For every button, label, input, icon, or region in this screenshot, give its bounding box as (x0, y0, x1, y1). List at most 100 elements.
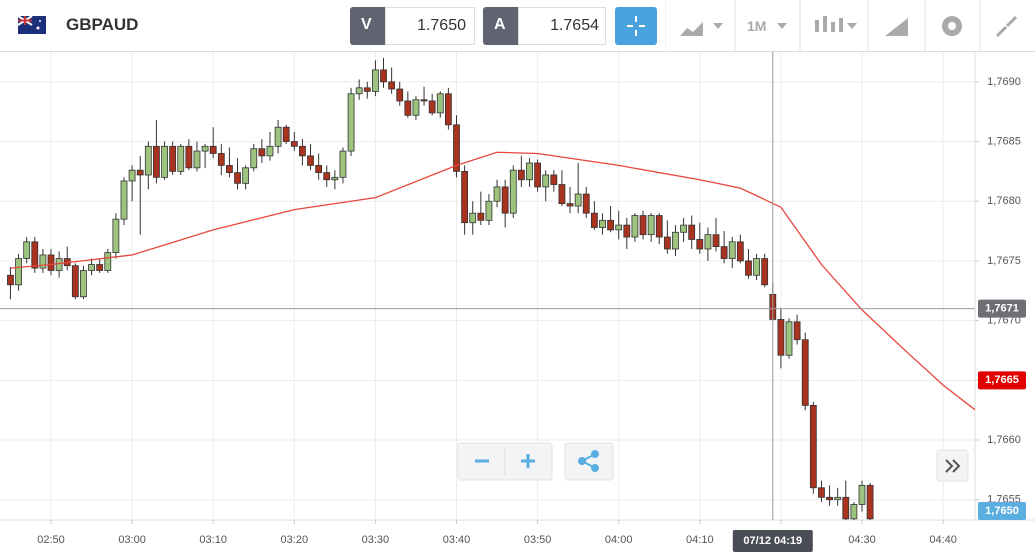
x-tick-label: 04:00 (605, 534, 633, 546)
y-tick-label: 1,7660 (987, 434, 1021, 446)
candle-body (534, 162, 541, 188)
candle-body (120, 180, 128, 220)
candle-body (745, 260, 752, 276)
x-tick-label: 04:10 (686, 534, 714, 546)
candle-body (290, 141, 298, 147)
bid-button[interactable]: V (350, 7, 385, 45)
candle-body (858, 484, 866, 505)
candle-body (728, 241, 736, 259)
candle-body (526, 162, 533, 181)
candle-body (436, 93, 444, 114)
candle-body (412, 99, 420, 116)
candle-body (388, 81, 396, 90)
candle-body (307, 155, 314, 166)
candle-body (777, 319, 785, 356)
candle-body (688, 224, 696, 240)
symbol: GBPAUD (66, 15, 139, 34)
ask-button[interactable]: A (483, 7, 518, 45)
chart: 1,76551,76601,76651,76701,76751,76801,76… (0, 52, 1035, 552)
bid-price: 1.7650 (417, 17, 466, 34)
candle-body (282, 126, 290, 142)
candle-body (80, 270, 87, 298)
candle-body (623, 224, 631, 238)
candle-body (209, 145, 217, 154)
candle-body (761, 258, 769, 286)
candle-body (177, 145, 185, 172)
candle-body (169, 145, 177, 172)
candle-body (185, 145, 193, 169)
candle-body (420, 99, 428, 102)
candle-body (144, 145, 152, 176)
candle-body (404, 100, 412, 116)
candle-body (672, 231, 679, 250)
candle-body (274, 126, 282, 147)
toolbar: GBPAUD V 1.7650 A 1.7654 1M (0, 0, 1035, 52)
candle-body (112, 218, 120, 253)
candle-body (509, 169, 517, 214)
candle-body (347, 93, 355, 152)
x-tick-label: 04:40 (929, 534, 957, 546)
candle-body (428, 100, 436, 114)
price-tag (978, 299, 1026, 318)
candle-body (599, 219, 606, 228)
timeframe[interactable]: 1M (747, 18, 767, 34)
candle-body (217, 153, 225, 166)
candle-body (396, 88, 404, 102)
bid-field: 1.7650 (385, 7, 475, 45)
candle-body (323, 172, 331, 181)
crosshair-button[interactable] (615, 7, 657, 45)
candle-body (234, 172, 241, 184)
candle-body (753, 258, 760, 276)
candle-body (639, 215, 647, 236)
candle-body (542, 174, 550, 188)
candle-body (501, 186, 509, 214)
candle-body (574, 193, 582, 207)
candle-body (785, 321, 793, 356)
candle-body (339, 150, 347, 178)
x-tick-label: 03:40 (443, 534, 471, 546)
price-tag-label: 1,7671 (985, 303, 1019, 315)
ask-field: 1.7654 (518, 7, 606, 45)
toolbar-icons (665, 0, 1018, 52)
candle-body (331, 176, 339, 181)
x-tick-label: 03:10 (199, 534, 227, 546)
candle-body (866, 484, 874, 520)
candle-body (517, 169, 525, 181)
candle-body (631, 215, 639, 238)
scroll-icon (945, 459, 961, 473)
candle-body (128, 169, 136, 182)
candle-body (201, 145, 209, 152)
x-tick-label: 04:30 (848, 534, 876, 546)
candle-body (226, 165, 233, 173)
candle-body (850, 504, 858, 520)
y-tick-label: 1,7690 (987, 76, 1021, 88)
candle-body (809, 404, 817, 489)
candle-body (193, 150, 201, 169)
candle-body (550, 174, 558, 185)
zoom-in[interactable] (521, 454, 535, 468)
candle-body (655, 215, 663, 238)
x-tick-label: 03:50 (524, 534, 552, 546)
candle-body (461, 170, 469, 224)
share-button[interactable] (564, 442, 614, 481)
candle-body (607, 219, 614, 231)
candle-body (712, 234, 720, 248)
price-tag (978, 502, 1026, 520)
share-icon (578, 450, 599, 472)
candle-body (15, 258, 22, 286)
crosshair-icon (627, 16, 645, 36)
candle-body (7, 274, 14, 286)
flag (18, 16, 46, 34)
candle-body (153, 145, 160, 178)
candle-body (88, 264, 95, 271)
candle-body (493, 186, 501, 202)
candle-body (793, 321, 801, 341)
candle-body (469, 212, 477, 224)
candle-body (834, 496, 842, 501)
candle-body (136, 169, 144, 176)
candle-body (720, 246, 728, 259)
bid-label: V (361, 16, 372, 33)
candle-body (363, 87, 371, 92)
candle-body (566, 203, 574, 207)
price-tag (978, 371, 1026, 390)
